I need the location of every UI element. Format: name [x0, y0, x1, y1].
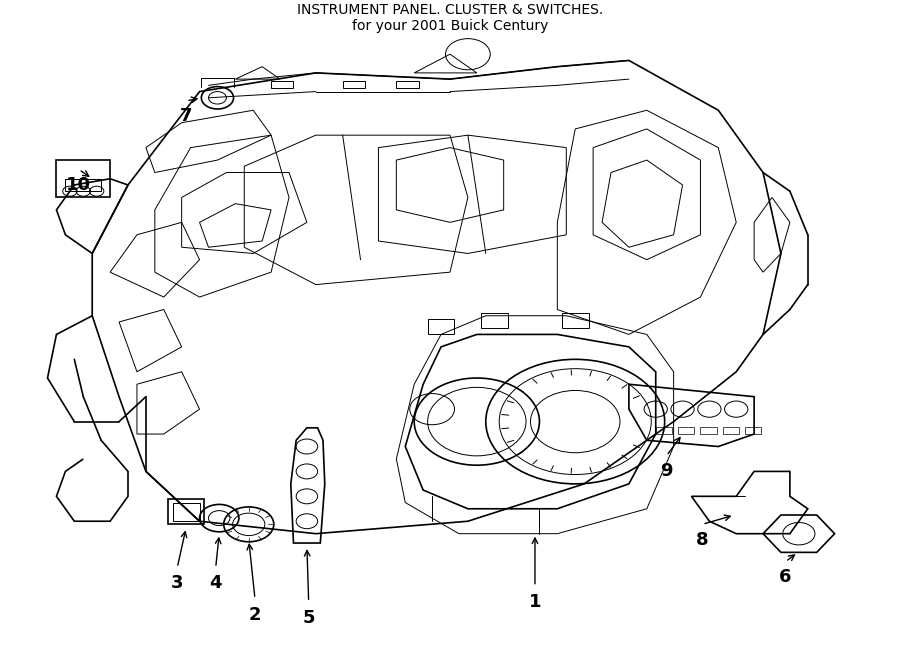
Bar [723, 426, 739, 434]
Text: 3: 3 [171, 574, 184, 592]
Text: 6: 6 [779, 568, 792, 586]
Title: INSTRUMENT PANEL. CLUSTER & SWITCHES.
for your 2001 Buick Century: INSTRUMENT PANEL. CLUSTER & SWITCHES. fo… [297, 3, 603, 33]
Text: 2: 2 [248, 605, 261, 623]
Text: 4: 4 [210, 574, 222, 592]
Bar [343, 81, 365, 89]
Bar [700, 426, 716, 434]
Bar [678, 426, 694, 434]
Bar [656, 426, 671, 434]
Bar [562, 313, 589, 329]
Bar [396, 81, 418, 89]
Bar [168, 500, 204, 524]
Text: 8: 8 [696, 531, 708, 549]
Text: 10: 10 [67, 176, 91, 194]
Bar [271, 81, 293, 89]
Bar [482, 313, 508, 329]
Bar [173, 502, 200, 522]
Text: 1: 1 [528, 593, 541, 611]
Text: 7: 7 [180, 108, 193, 126]
Text: 5: 5 [302, 609, 315, 627]
Text: 9: 9 [661, 463, 672, 481]
Bar [745, 426, 761, 434]
Bar [428, 319, 454, 334]
